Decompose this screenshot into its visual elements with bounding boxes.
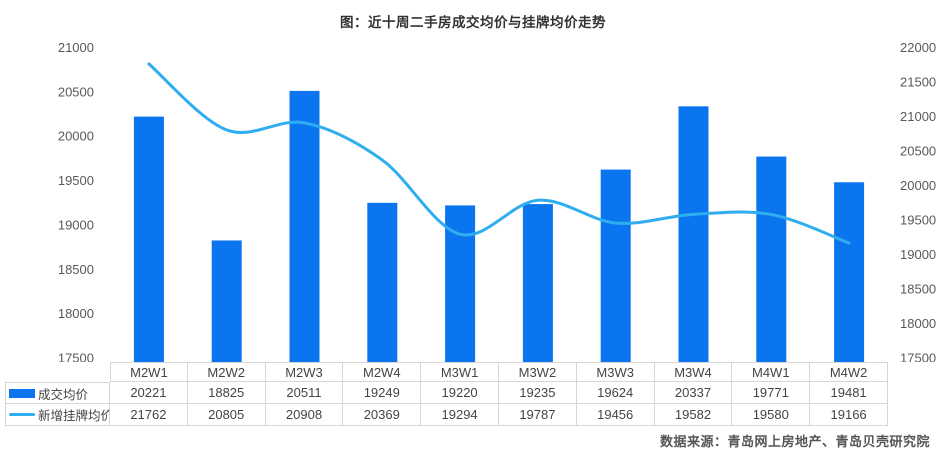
right-axis-tick-label: 20500 (900, 144, 936, 159)
value-cell-bar-M3W3: 19624 (576, 382, 655, 404)
value-cell-bar-M4W1: 19771 (732, 382, 811, 404)
value-cell-line-M3W1: 19294 (421, 404, 499, 426)
column-header-M3W1: M3W1 (421, 362, 499, 382)
line-legend-swatch-icon (9, 413, 35, 416)
column-header-M2W3: M2W3 (265, 362, 344, 382)
value-cell-line-M3W3: 19456 (576, 404, 655, 426)
right-axis-tick-label: 17500 (900, 351, 936, 363)
listing-price-line (147, 62, 851, 245)
legend-label: 成交均价 (38, 387, 89, 402)
left-axis-tick-label: 19000 (58, 217, 94, 232)
data-table: M2W1 M2W2 M2W3 M2W4 M3W1 M3W2 M3W3 M3W4 M4W1 M4W2… (5, 362, 888, 426)
bar-M3W3 (600, 169, 631, 362)
value-cell-line-M3W2: 19787 (499, 404, 577, 426)
value-cell-bar-M2W3: 20511 (265, 382, 344, 404)
value-cell-bar-M3W1: 19220 (421, 382, 499, 404)
value-cell-line-M2W1: 21762 (110, 404, 188, 426)
legend-cell-line: 新增挂牌均价 (5, 404, 110, 426)
bar-M4W2 (834, 182, 865, 362)
column-header-M2W2: M2W2 (187, 362, 266, 382)
right-axis-tick-label: 21500 (900, 75, 936, 90)
bar-M3W1 (445, 205, 476, 362)
bar-M3W2 (522, 204, 553, 362)
column-header-M3W4: M3W4 (654, 362, 733, 382)
combo-chart: 21000 20500 20000 19500 19000 18500 18000 17500… (58, 40, 936, 363)
data-source-note: 数据来源：青岛网上房地产、青岛贝壳研究院 (659, 434, 930, 449)
value-cell-line-M2W4: 20369 (343, 404, 422, 426)
value-cell-bar-M2W2: 18825 (187, 382, 266, 404)
value-cell-line-M3W4: 19582 (654, 404, 733, 426)
column-header-M3W3: M3W3 (576, 362, 655, 382)
value-cell-bar-M2W4: 19249 (343, 382, 422, 404)
bar-M2W2 (211, 240, 242, 362)
right-axis-tick-label: 18000 (900, 316, 936, 331)
left-axis-tick-label: 20500 (58, 84, 94, 99)
bar-M4W1 (756, 156, 787, 362)
bar-M2W4 (367, 202, 398, 362)
value-cell-line-M2W2: 20805 (187, 404, 266, 426)
right-axis-tick-label: 20000 (900, 178, 936, 193)
column-header-M4W1: M4W1 (732, 362, 811, 382)
right-axis-tick-label: 18500 (900, 282, 936, 297)
value-cell-line-M4W2: 19166 (810, 404, 888, 426)
legend-cell-bar: 成交均价 (5, 382, 110, 404)
bar-M2W1 (133, 116, 164, 362)
value-cell-line-M2W3: 20908 (265, 404, 344, 426)
column-header-M2W4: M2W4 (343, 362, 422, 382)
left-axis-tick-label: 19500 (58, 173, 94, 188)
bar-M3W4 (678, 106, 709, 362)
value-cell-line-M4W1: 19580 (732, 404, 811, 426)
value-cell-bar-M3W2: 19235 (499, 382, 577, 404)
left-axis-tick-label: 18000 (58, 306, 94, 321)
column-header-M3W2: M3W2 (499, 362, 577, 382)
left-axis-tick-label: 17500 (58, 351, 94, 363)
left-axis-tick-label: 18500 (58, 262, 94, 277)
right-axis-tick-label: 22000 (900, 40, 936, 55)
legend-label: 新增挂牌均价 (38, 409, 110, 423)
column-header-M2W1: M2W1 (110, 362, 188, 382)
column-header-M4W2: M4W2 (810, 362, 888, 382)
bar-legend-swatch-icon (9, 388, 35, 398)
right-axis-tick-label: 19500 (900, 213, 936, 228)
value-cell-bar-M4W2: 19481 (810, 382, 888, 404)
left-axis-tick-label: 20000 (58, 129, 94, 144)
bar-M2W3 (289, 90, 320, 362)
table-corner-blank (5, 362, 110, 382)
chart-title: 图：近十周二手房成交均价与挂牌均价走势 (340, 15, 606, 30)
value-cell-bar-M3W4: 20337 (654, 382, 733, 404)
right-axis-tick-label: 19000 (900, 247, 936, 262)
value-cell-bar-M2W1: 20221 (110, 382, 188, 404)
right-axis-tick-label: 21000 (900, 109, 936, 124)
left-axis-tick-label: 21000 (58, 40, 94, 55)
